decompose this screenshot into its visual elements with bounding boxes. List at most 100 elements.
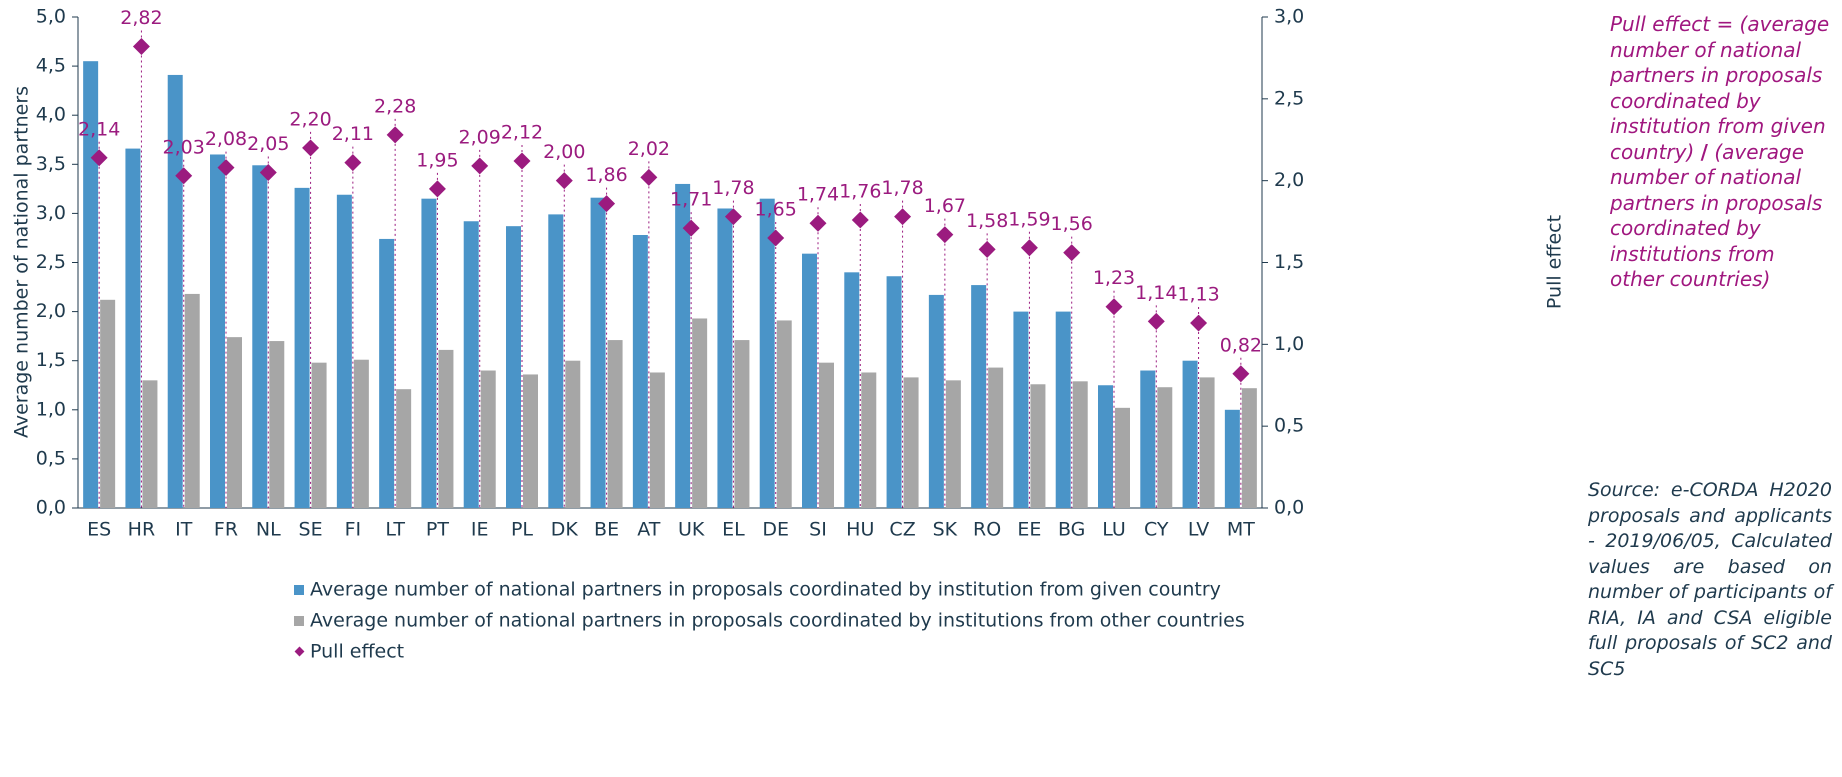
pull-label: 0,82 [1220,334,1262,356]
bar [1030,384,1046,508]
pull-marker [851,211,869,229]
bar [844,272,860,508]
pull-label: 1,14 [1135,282,1177,304]
bar [523,374,538,508]
x-tick-label: EE [1017,519,1041,541]
bar [83,61,99,508]
y-tick-label: 3,0 [36,202,66,224]
x-tick-label: SK [933,519,958,541]
pull-marker [1147,312,1165,330]
bar [252,165,268,509]
pull-label: 1,78 [712,177,754,199]
x-tick-label: RO [973,519,1001,541]
y2-tick-label: 1,0 [1274,333,1304,355]
pull-label: 1,58 [966,210,1008,232]
legend-label: Pull effect [310,641,404,663]
pull-marker [809,214,827,232]
pull-marker [1105,298,1123,316]
bar [590,197,606,509]
bar [227,337,242,508]
pull-marker [1232,365,1250,383]
pull-label: 1,59 [1008,208,1050,230]
x-tick-label: SI [809,519,827,541]
pull-label: 1,95 [416,149,458,171]
x-tick-label: CZ [889,519,915,541]
bar [607,340,623,508]
x-tick-label: IT [175,519,193,541]
pull-label: 1,71 [670,189,712,211]
pull-label: 1,78 [881,177,923,199]
bar [802,253,817,508]
pull-marker [217,159,235,177]
y2-tick-label: 1,5 [1274,251,1304,273]
bar [819,362,834,508]
pull-effect-note: Pull effect = (average number of nationa… [1610,12,1830,293]
pull-label: 1,86 [585,164,627,186]
bar [945,380,961,508]
pull-label: 2,00 [543,141,585,163]
bar [1115,407,1130,508]
bar [311,362,327,508]
pull-label: 2,08 [205,128,247,150]
pull-marker [1020,239,1038,257]
bar [480,370,496,508]
source-note: Source: e-CORDA H2020 proposals and appl… [1588,479,1832,680]
x-tick-label: SE [299,519,323,541]
bar [861,372,877,508]
y2-tick-label: 2,5 [1274,87,1304,109]
bar [632,235,648,508]
note-divider: / [1700,139,1708,164]
bar [565,360,581,508]
bar [353,359,369,508]
bar [1241,388,1257,508]
bar [649,372,665,508]
y2-tick-label: 0,5 [1274,415,1304,437]
x-tick-label: FR [214,519,238,541]
pull-label: 2,14 [78,118,120,140]
y-tick-label: 0,5 [36,447,66,469]
legend-swatch [294,585,304,595]
x-tick-label: MT [1227,519,1255,541]
x-tick-label: CY [1144,519,1169,541]
pull-label: 1,23 [1093,267,1135,289]
legend-swatch [294,616,304,626]
bar [734,340,750,508]
pull-marker [90,149,108,167]
pull-label: 2,20 [289,108,331,130]
pull-label: 1,56 [1051,213,1093,235]
pull-marker [978,240,996,258]
x-tick-label: HU [846,519,874,541]
bar [336,194,352,508]
bar [928,294,944,508]
x-tick-label: DE [762,519,789,541]
bar [142,380,158,508]
pull-label: 1,67 [924,195,966,217]
x-tick-label: LV [1188,519,1210,541]
pull-marker [132,37,150,55]
y-tick-label: 3,5 [36,153,66,175]
y-tick-label: 2,5 [36,251,66,273]
y-axis-label: Average number of national partners [11,86,33,438]
x-tick-label: FI [345,519,362,541]
pull-marker [1063,244,1081,262]
pull-label: 2,82 [120,7,162,29]
y-tick-label: 4,0 [36,104,66,126]
y-tick-label: 1,0 [36,398,66,420]
x-tick-label: BG [1058,519,1085,541]
bar [675,183,691,508]
bar [1140,370,1156,508]
bar [438,349,454,508]
bar [184,293,200,508]
bar [269,341,285,508]
bar [886,276,902,508]
y-tick-label: 5,0 [36,6,66,28]
note-text: Pull effect = (average number of nationa… [1610,12,1830,164]
x-tick-label: AT [637,519,661,541]
pull-marker [640,168,658,186]
x-tick-label: DK [551,519,579,541]
y-tick-label: 0,0 [36,497,66,519]
x-tick-label: IE [471,519,489,541]
y2-tick-label: 2,0 [1274,169,1304,191]
bar [210,154,225,509]
